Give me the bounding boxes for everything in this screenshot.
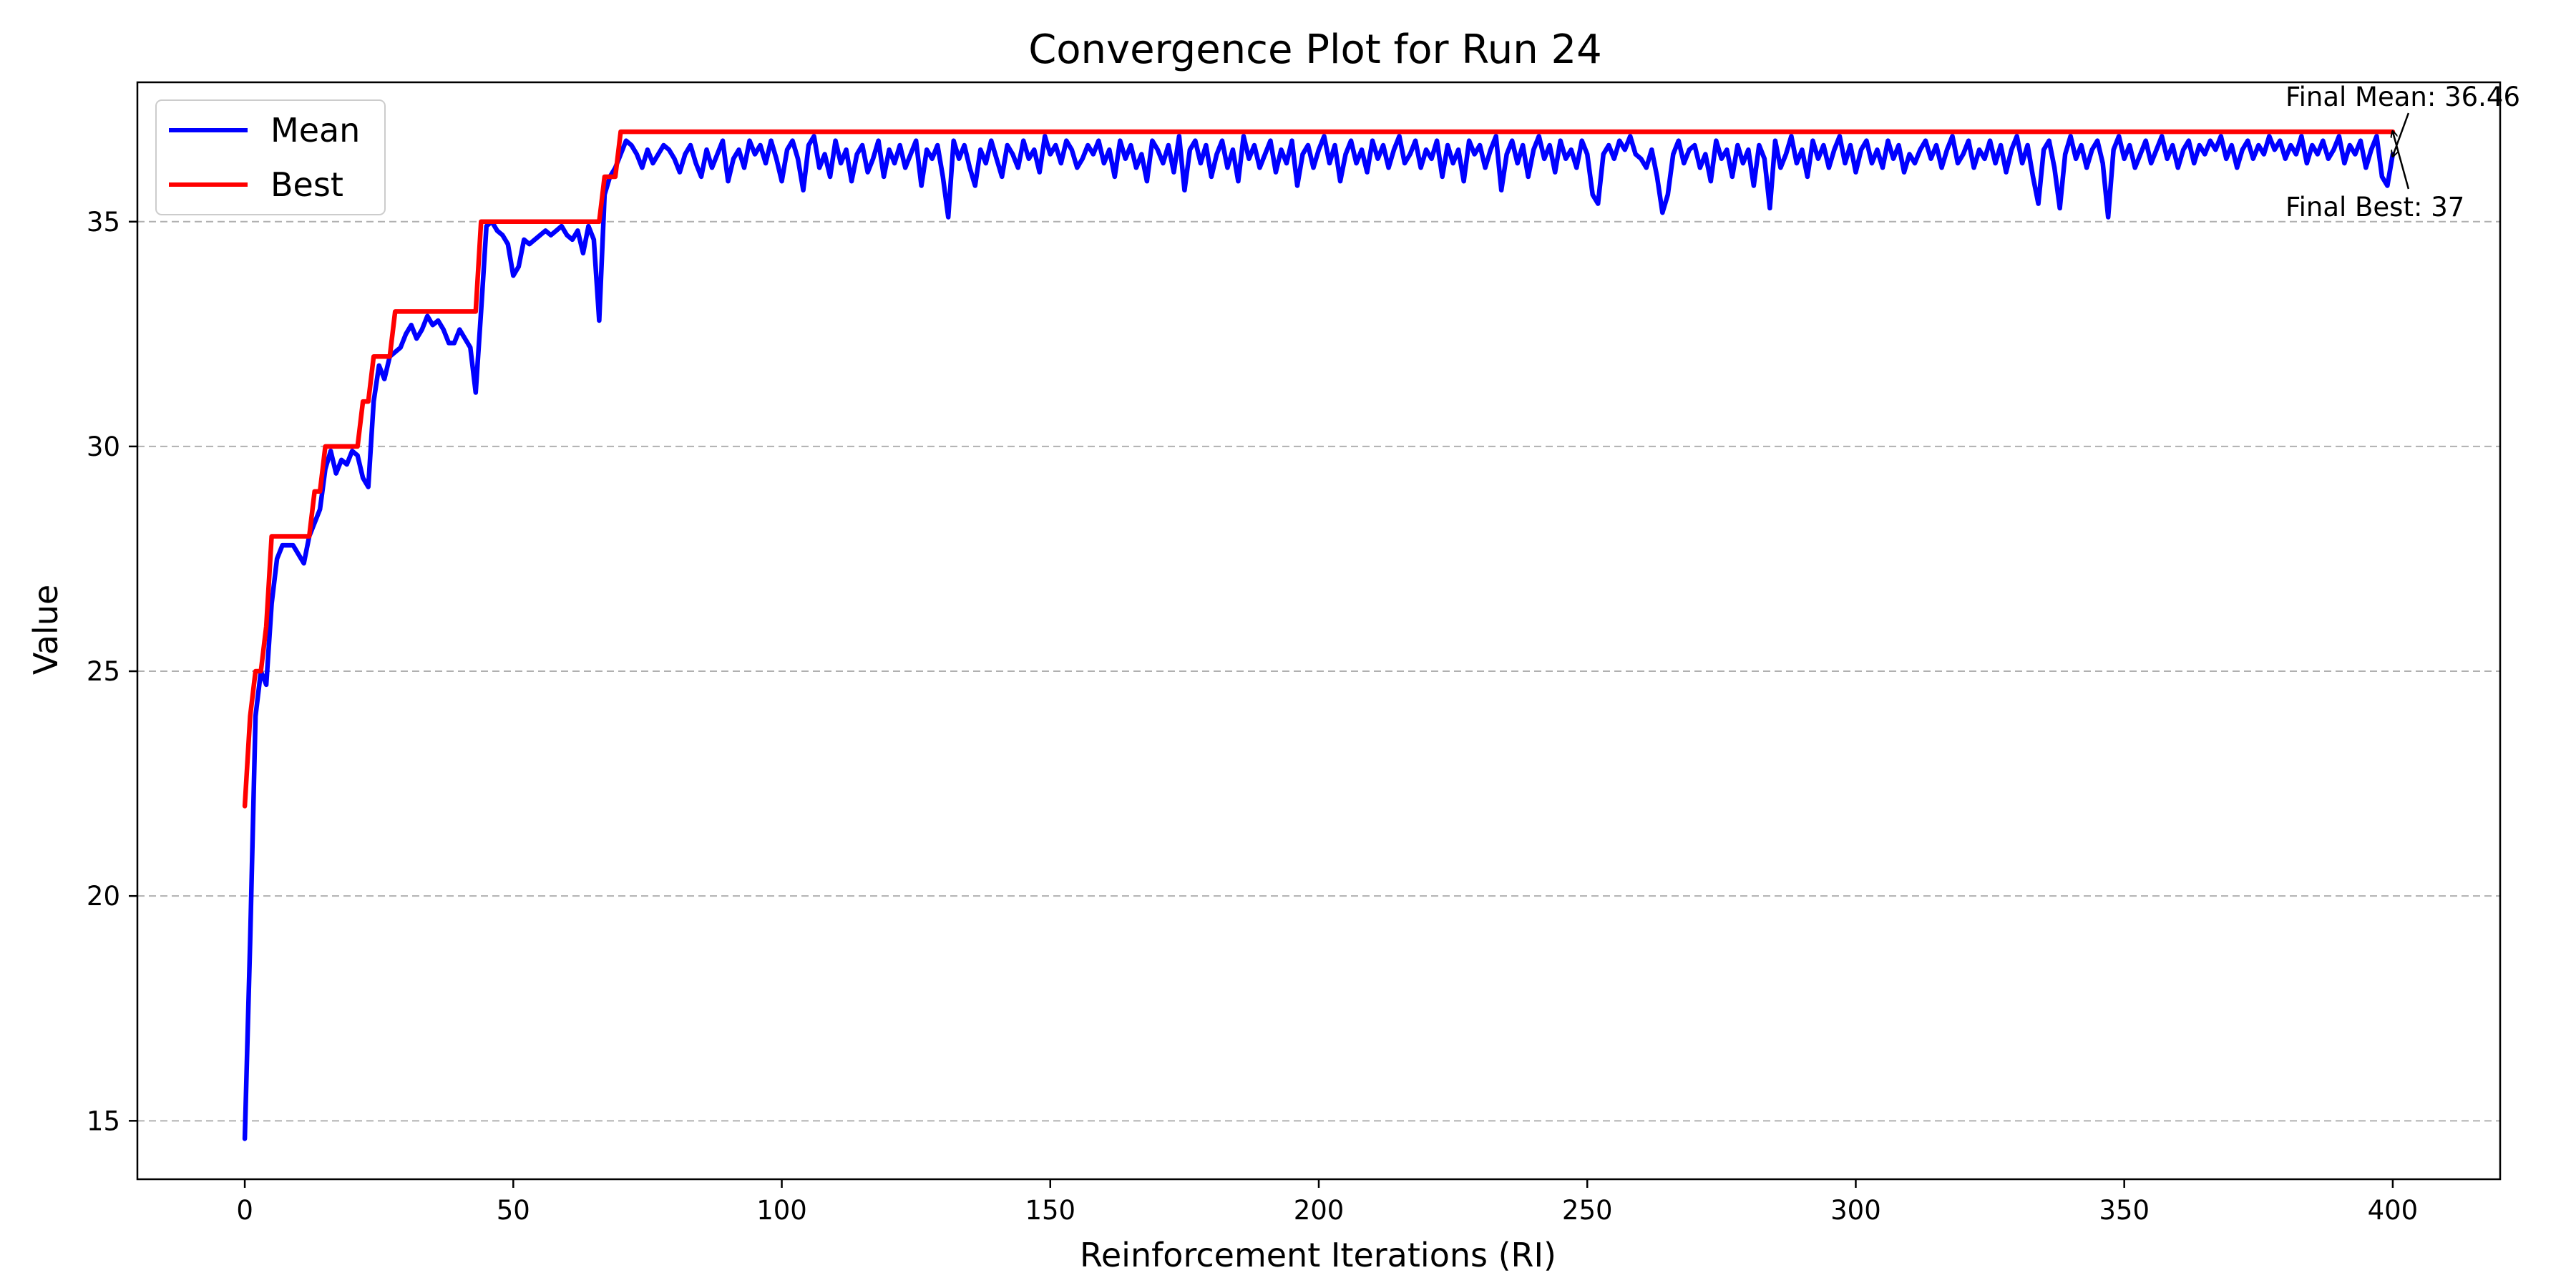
- series-line-mean: [242, 134, 2396, 1141]
- x-tick-label: 0: [236, 1195, 253, 1226]
- y-axis-label: Value: [26, 585, 65, 675]
- annotation-label: Final Best: 37: [2285, 192, 2464, 223]
- x-tick-label: 300: [1830, 1195, 1881, 1226]
- x-tick-label: 50: [497, 1195, 530, 1226]
- x-tick-label: 200: [1294, 1195, 1345, 1226]
- y-tick-label: 15: [87, 1106, 120, 1136]
- grid-lines: [137, 220, 2500, 1122]
- annotation-label: Final Mean: 36.46: [2285, 82, 2520, 112]
- y-tick-label: 35: [87, 207, 120, 238]
- annotations: Final Mean: 36.46 Final Best: 37: [2285, 82, 2520, 223]
- chart-title: Convergence Plot for Run 24: [1028, 26, 1602, 73]
- series-line-best: [242, 129, 2396, 809]
- annotation-arrow: [2393, 112, 2410, 156]
- legend-label-mean: Mean: [270, 111, 360, 150]
- x-axis: 0 50 100 150 200 250 300 350 400: [236, 1179, 2418, 1226]
- legend-label-best: Best: [270, 165, 343, 204]
- x-tick-label: 400: [2368, 1195, 2419, 1226]
- y-tick-label: 30: [87, 431, 120, 462]
- series-layer: [242, 129, 2396, 1141]
- y-axis: 15 20 25 30 35: [87, 207, 137, 1136]
- x-tick-label: 100: [756, 1195, 807, 1226]
- legend: Mean Best: [155, 99, 386, 215]
- x-tick-label: 250: [1562, 1195, 1613, 1226]
- x-tick-label: 350: [2099, 1195, 2150, 1226]
- y-tick-label: 25: [87, 656, 120, 687]
- annotation-arrow: [2393, 132, 2410, 190]
- y-tick-label: 20: [87, 881, 120, 912]
- x-tick-label: 150: [1025, 1195, 1075, 1226]
- x-axis-label: Reinforcement Iterations (RI): [1080, 1236, 1556, 1274]
